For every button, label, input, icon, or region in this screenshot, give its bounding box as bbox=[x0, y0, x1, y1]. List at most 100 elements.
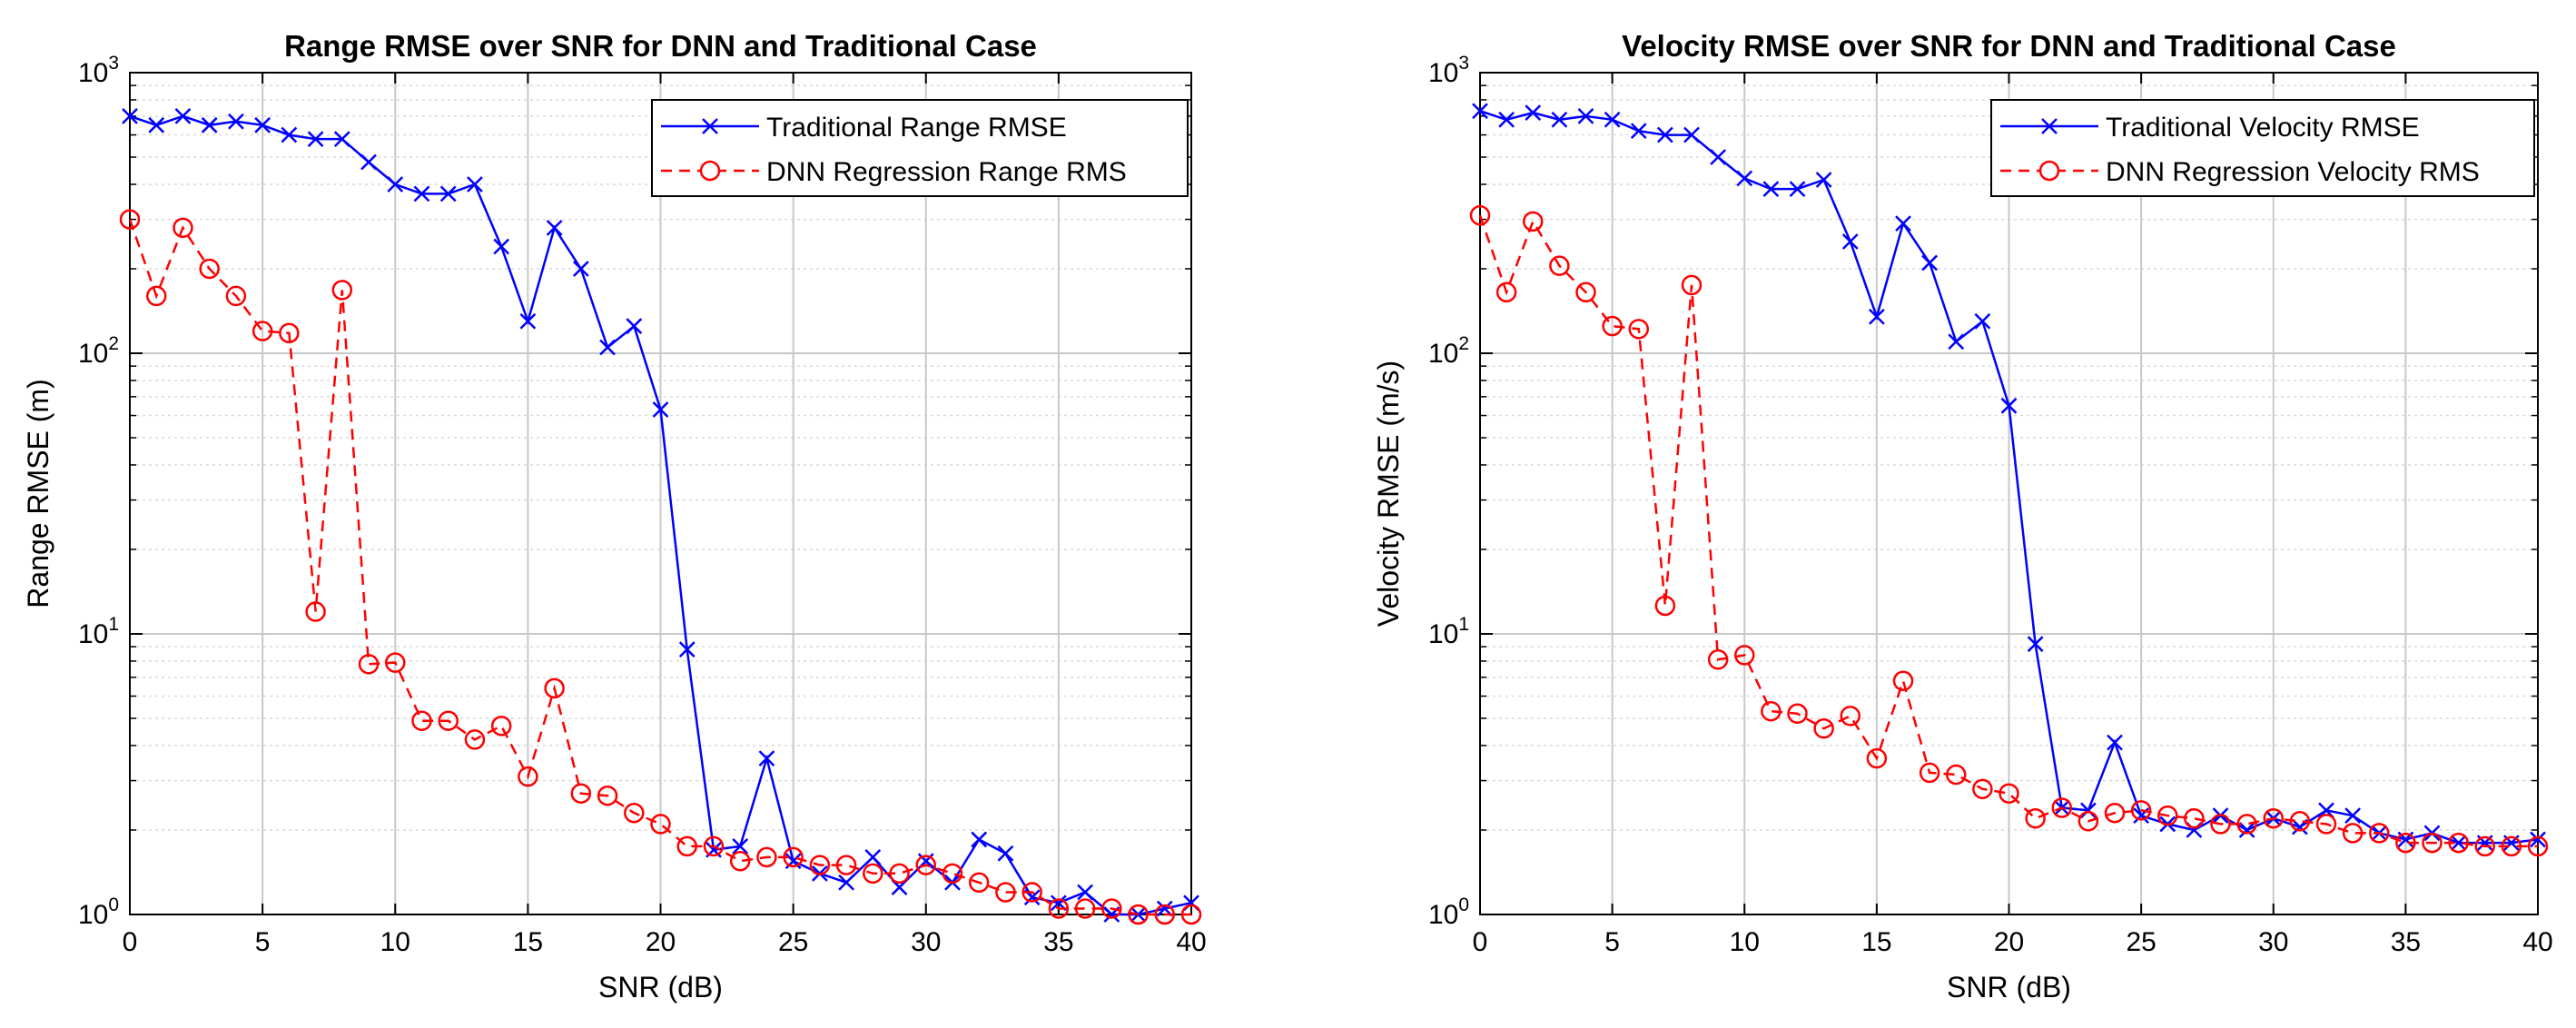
data-point bbox=[2027, 636, 2044, 653]
data-point bbox=[1602, 315, 1623, 337]
x-marker-stroke bbox=[1736, 170, 1753, 187]
series-1 bbox=[122, 107, 1199, 923]
x-marker-stroke bbox=[307, 131, 324, 147]
data-point bbox=[1868, 308, 1885, 325]
x-marker-stroke bbox=[1868, 308, 1885, 325]
data-point bbox=[2238, 822, 2255, 838]
data-point bbox=[1787, 703, 1808, 725]
data-point bbox=[199, 258, 220, 280]
y-tick-exponent: 0 bbox=[1458, 895, 1469, 915]
x-marker-stroke bbox=[254, 116, 271, 133]
x-marker-stroke bbox=[599, 339, 616, 356]
x-marker-stroke bbox=[2079, 802, 2097, 819]
y-tick-exponent: 3 bbox=[1458, 53, 1469, 74]
y-tick-exponent: 2 bbox=[108, 333, 119, 354]
data-point bbox=[809, 855, 831, 875]
data-point bbox=[1551, 111, 1568, 128]
x-marker-stroke bbox=[1789, 181, 1806, 197]
data-point bbox=[2369, 823, 2390, 844]
x-marker-stroke bbox=[1683, 126, 1700, 143]
legend-swatch-marker bbox=[2041, 118, 2058, 134]
data-point bbox=[756, 846, 777, 868]
x-marker-stroke bbox=[1050, 895, 1067, 912]
x-marker-stroke bbox=[2450, 835, 2467, 852]
x-marker-stroke bbox=[519, 312, 537, 330]
legend-box bbox=[651, 99, 1189, 197]
data-point bbox=[2289, 811, 2311, 832]
x-tick-label: 20 bbox=[1994, 927, 2024, 957]
data-point bbox=[971, 831, 988, 848]
data-point bbox=[1815, 172, 1832, 188]
data-point bbox=[122, 107, 138, 124]
data-point bbox=[2025, 807, 2046, 829]
data-point bbox=[758, 750, 775, 766]
data-point bbox=[119, 209, 141, 230]
data-point bbox=[599, 339, 616, 356]
y-tick-label: 102 bbox=[78, 333, 119, 369]
data-point bbox=[2530, 831, 2546, 848]
data-point bbox=[385, 652, 406, 673]
data-point bbox=[678, 641, 696, 658]
data-point bbox=[439, 185, 457, 203]
x-marker-stroke bbox=[360, 153, 377, 171]
data-point bbox=[2000, 397, 2018, 414]
data-point bbox=[676, 835, 697, 857]
data-point bbox=[703, 835, 725, 857]
data-point bbox=[1074, 898, 1096, 919]
data-point bbox=[2130, 800, 2152, 821]
data-point bbox=[305, 601, 326, 622]
x-marker-stroke bbox=[439, 185, 457, 203]
y-tick-label: 103 bbox=[1428, 53, 1469, 88]
x-tick-label: 35 bbox=[1043, 927, 1073, 957]
data-point bbox=[2422, 832, 2443, 854]
legend-entry-2: DNN Regression Velocity RMS bbox=[2000, 157, 2480, 187]
data-point bbox=[1654, 595, 1676, 617]
y-tick-exponent: 2 bbox=[1458, 333, 1469, 354]
x-marker-stroke bbox=[572, 261, 589, 277]
x-marker-stroke bbox=[201, 116, 218, 133]
data-point bbox=[1628, 319, 1649, 340]
x-marker-stroke bbox=[1551, 111, 1568, 128]
data-point bbox=[968, 872, 990, 894]
data-point bbox=[732, 838, 749, 855]
y-tick-exponent: 1 bbox=[1458, 614, 1469, 635]
data-point bbox=[1710, 149, 1727, 165]
data-point bbox=[626, 318, 643, 334]
data-point bbox=[1841, 233, 1859, 250]
x-marker-stroke bbox=[281, 126, 298, 143]
x-marker-stroke bbox=[1472, 103, 1488, 120]
y-tick-label: 101 bbox=[78, 614, 119, 649]
data-point bbox=[1762, 181, 1780, 197]
x-marker-stroke bbox=[2530, 831, 2546, 848]
data-point bbox=[2107, 734, 2123, 751]
data-point bbox=[333, 131, 350, 147]
x-marker-stroke bbox=[732, 838, 749, 855]
data-point bbox=[1656, 126, 1673, 143]
data-point bbox=[2184, 807, 2205, 829]
x-marker-stroke bbox=[1895, 215, 1911, 232]
x-marker-stroke bbox=[413, 185, 430, 203]
data-point bbox=[544, 677, 565, 699]
x-marker-stroke bbox=[997, 845, 1014, 862]
data-point bbox=[835, 855, 857, 875]
legend-label: Traditional Range RMSE bbox=[766, 113, 1067, 143]
x-marker-stroke bbox=[626, 318, 643, 334]
x-tick-label: 5 bbox=[255, 927, 271, 957]
data-point bbox=[2527, 835, 2549, 857]
x-tick-label: 25 bbox=[2126, 927, 2156, 957]
data-point bbox=[2344, 807, 2362, 825]
data-point bbox=[1525, 104, 1542, 121]
x-tick-label: 35 bbox=[2391, 927, 2421, 957]
x-marker-stroke bbox=[1630, 123, 1647, 140]
x-tick-label: 30 bbox=[911, 927, 941, 957]
data-point bbox=[1604, 111, 1621, 128]
data-point bbox=[1707, 649, 1729, 670]
x-marker-stroke bbox=[2107, 734, 2123, 751]
data-point bbox=[1683, 126, 1700, 143]
data-point bbox=[254, 116, 271, 133]
data-point bbox=[2263, 807, 2284, 829]
data-point bbox=[1736, 170, 1753, 187]
x-marker-stroke bbox=[971, 831, 988, 848]
series-2 bbox=[1469, 204, 2549, 857]
